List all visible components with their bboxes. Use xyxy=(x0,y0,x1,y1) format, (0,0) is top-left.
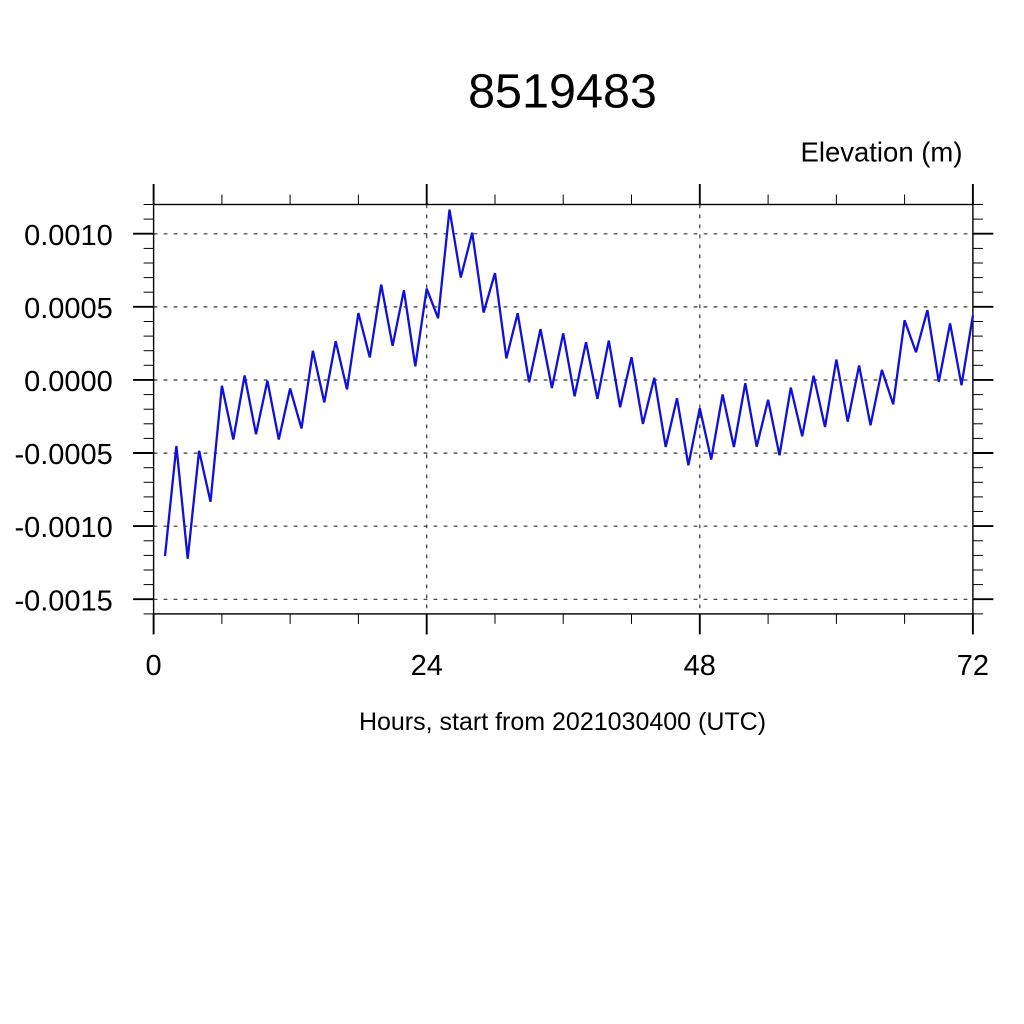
svg-text:0: 0 xyxy=(146,650,162,682)
svg-text:8519483: 8519483 xyxy=(468,64,657,118)
svg-text:48: 48 xyxy=(684,650,716,682)
svg-text:72: 72 xyxy=(957,650,989,682)
svg-text:Elevation (m): Elevation (m) xyxy=(801,137,963,168)
svg-text:-0.0010: -0.0010 xyxy=(14,512,112,544)
svg-text:-0.0005: -0.0005 xyxy=(14,439,112,471)
svg-text:Hours, start from 2021030400 (: Hours, start from 2021030400 (UTC) xyxy=(359,708,766,736)
svg-text:24: 24 xyxy=(411,650,443,682)
svg-text:0.0010: 0.0010 xyxy=(24,220,113,252)
svg-text:0.0005: 0.0005 xyxy=(24,293,113,325)
svg-text:-0.0015: -0.0015 xyxy=(14,585,112,617)
svg-text:0.0000: 0.0000 xyxy=(24,366,113,398)
